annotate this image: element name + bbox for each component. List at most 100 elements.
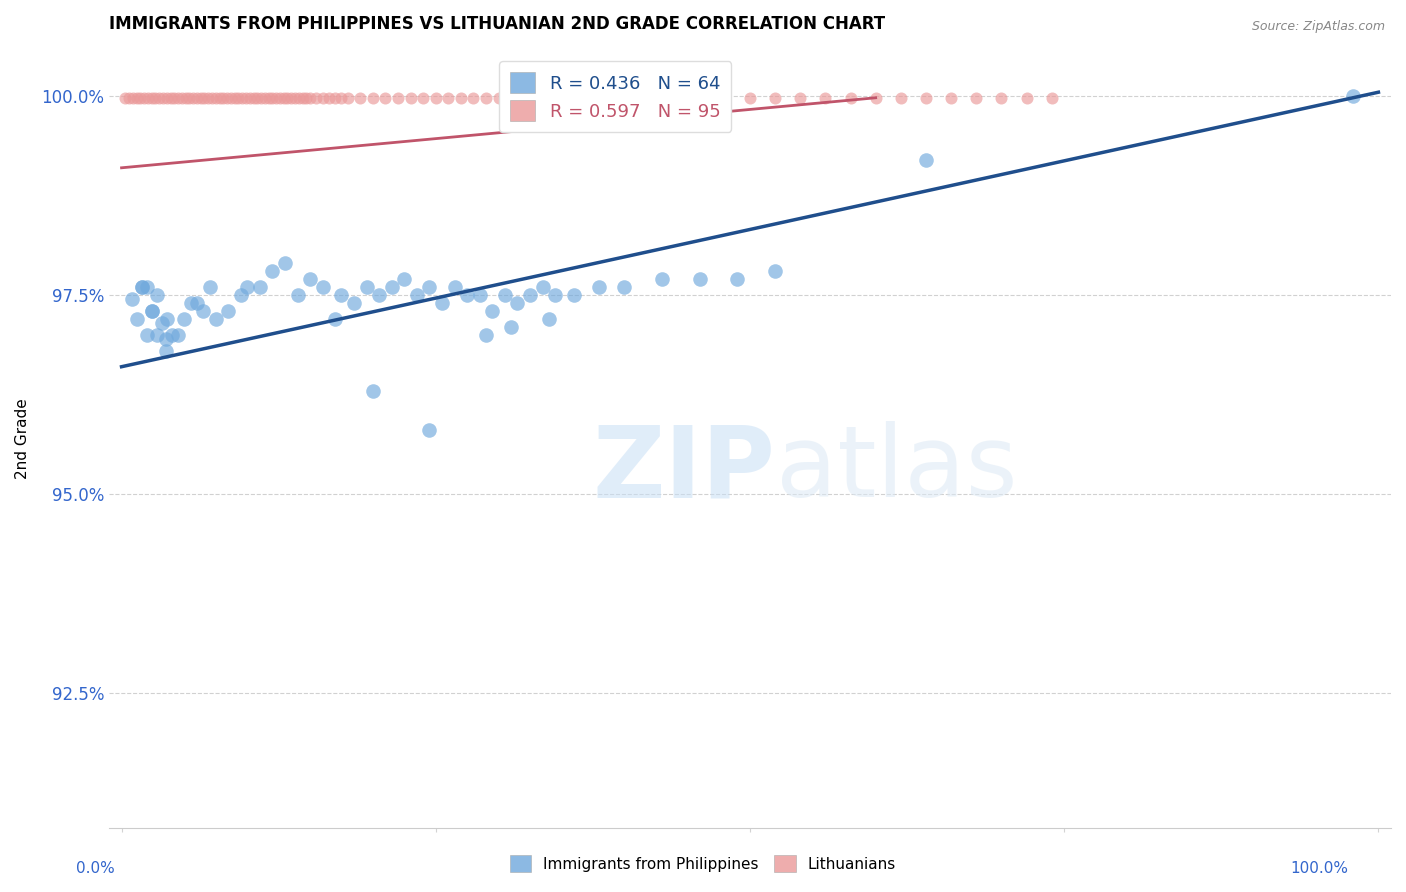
Point bbox=[118, 91, 141, 105]
Point bbox=[638, 91, 661, 105]
Point bbox=[456, 288, 478, 302]
Point bbox=[550, 91, 572, 105]
Point bbox=[212, 91, 235, 105]
Point bbox=[148, 91, 170, 105]
Point bbox=[197, 91, 219, 105]
Point bbox=[167, 91, 190, 105]
Point bbox=[246, 91, 269, 105]
Point bbox=[224, 91, 246, 105]
Point bbox=[613, 91, 636, 105]
Point bbox=[170, 91, 193, 105]
Point bbox=[343, 296, 366, 310]
Point bbox=[186, 91, 208, 105]
Point bbox=[1343, 89, 1365, 103]
Point bbox=[336, 91, 359, 105]
Point bbox=[219, 91, 242, 105]
Point bbox=[544, 288, 567, 302]
Point bbox=[305, 91, 328, 105]
Point bbox=[274, 256, 297, 270]
Point bbox=[399, 91, 422, 105]
Point bbox=[145, 327, 167, 342]
Point bbox=[284, 91, 307, 105]
Text: IMMIGRANTS FROM PHILIPPINES VS LITHUANIAN 2ND GRADE CORRELATION CHART: IMMIGRANTS FROM PHILIPPINES VS LITHUANIA… bbox=[110, 15, 886, 33]
Point bbox=[131, 280, 153, 294]
Point bbox=[990, 91, 1012, 105]
Point bbox=[506, 296, 529, 310]
Point bbox=[135, 327, 157, 342]
Point bbox=[250, 91, 273, 105]
Point bbox=[664, 91, 686, 105]
Point bbox=[217, 304, 239, 318]
Point bbox=[229, 288, 252, 302]
Point bbox=[481, 304, 503, 318]
Legend: Immigrants from Philippines, Lithuanians: Immigrants from Philippines, Lithuanians bbox=[502, 847, 904, 880]
Point bbox=[257, 91, 280, 105]
Point bbox=[295, 91, 318, 105]
Point bbox=[311, 280, 333, 294]
Point bbox=[179, 91, 201, 105]
Point bbox=[725, 272, 748, 286]
Point bbox=[537, 312, 560, 326]
Point bbox=[537, 91, 560, 105]
Point bbox=[156, 91, 179, 105]
Point bbox=[163, 91, 186, 105]
Point bbox=[361, 384, 384, 398]
Point bbox=[287, 288, 309, 302]
Point bbox=[588, 280, 610, 294]
Point bbox=[865, 91, 887, 105]
Point bbox=[145, 91, 167, 105]
Point bbox=[134, 91, 156, 105]
Point bbox=[323, 91, 346, 105]
Point bbox=[418, 423, 440, 437]
Point bbox=[763, 264, 786, 278]
Point bbox=[114, 91, 136, 105]
Point bbox=[562, 91, 585, 105]
Point bbox=[299, 272, 322, 286]
Point bbox=[475, 327, 498, 342]
Point bbox=[412, 91, 434, 105]
Point bbox=[167, 327, 190, 342]
Point bbox=[208, 91, 231, 105]
Point bbox=[361, 91, 384, 105]
Point bbox=[519, 288, 541, 302]
Point bbox=[152, 91, 174, 105]
Point bbox=[145, 288, 167, 302]
Point bbox=[1015, 91, 1038, 105]
Point bbox=[287, 91, 309, 105]
Point bbox=[242, 91, 264, 105]
Point bbox=[262, 264, 284, 278]
Point bbox=[330, 91, 353, 105]
Point bbox=[330, 288, 353, 302]
Point bbox=[235, 91, 257, 105]
Point bbox=[155, 332, 177, 346]
Point bbox=[291, 91, 314, 105]
Point bbox=[198, 280, 221, 294]
Point bbox=[814, 91, 837, 105]
Point bbox=[125, 312, 148, 326]
Text: 100.0%: 100.0% bbox=[1289, 861, 1348, 876]
Point bbox=[387, 91, 409, 105]
Point bbox=[475, 91, 498, 105]
Point bbox=[280, 91, 302, 105]
Point bbox=[839, 91, 862, 105]
Point bbox=[394, 272, 416, 286]
Point bbox=[437, 91, 460, 105]
Point bbox=[231, 91, 253, 105]
Point bbox=[249, 280, 271, 294]
Point bbox=[430, 296, 453, 310]
Point bbox=[181, 91, 204, 105]
Point bbox=[651, 272, 673, 286]
Point bbox=[276, 91, 298, 105]
Point bbox=[201, 91, 224, 105]
Point bbox=[789, 91, 811, 105]
Point bbox=[141, 91, 163, 105]
Point bbox=[125, 91, 148, 105]
Y-axis label: 2nd Grade: 2nd Grade bbox=[15, 398, 30, 479]
Point bbox=[349, 91, 371, 105]
Point bbox=[160, 327, 183, 342]
Text: 0.0%: 0.0% bbox=[76, 861, 115, 876]
Point bbox=[311, 91, 333, 105]
Point bbox=[131, 280, 153, 294]
Point bbox=[450, 91, 472, 105]
Point bbox=[738, 91, 761, 105]
